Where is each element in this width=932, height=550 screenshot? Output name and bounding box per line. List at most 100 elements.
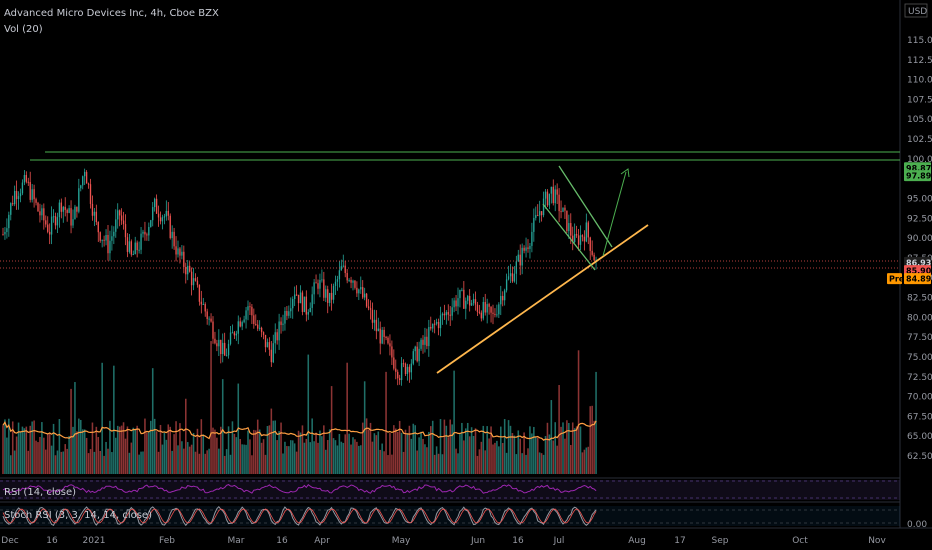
candle[interactable] bbox=[350, 276, 352, 289]
candle[interactable] bbox=[117, 203, 119, 229]
candle[interactable] bbox=[295, 285, 298, 296]
candle[interactable] bbox=[375, 310, 378, 340]
candle[interactable] bbox=[216, 339, 218, 352]
candle[interactable] bbox=[453, 297, 455, 313]
candle[interactable] bbox=[455, 295, 457, 311]
candle[interactable] bbox=[402, 359, 405, 368]
candle[interactable] bbox=[533, 208, 535, 242]
candle[interactable] bbox=[19, 188, 22, 203]
candle[interactable] bbox=[163, 213, 166, 225]
candle[interactable] bbox=[152, 202, 154, 227]
ascending-trendline[interactable] bbox=[436, 224, 649, 374]
candle[interactable] bbox=[579, 225, 582, 250]
candle[interactable] bbox=[309, 302, 311, 313]
candle[interactable] bbox=[410, 359, 413, 380]
candle[interactable] bbox=[470, 299, 473, 306]
candle[interactable] bbox=[575, 225, 578, 238]
rsi-pane[interactable] bbox=[0, 480, 900, 500]
candle[interactable] bbox=[389, 334, 391, 356]
candle[interactable] bbox=[568, 214, 570, 239]
candle[interactable] bbox=[142, 229, 144, 238]
candle[interactable] bbox=[340, 259, 343, 271]
candle[interactable] bbox=[21, 179, 24, 196]
candle[interactable] bbox=[247, 300, 249, 321]
candle[interactable] bbox=[397, 369, 399, 386]
candle[interactable] bbox=[60, 198, 63, 219]
candle[interactable] bbox=[437, 318, 440, 336]
candle[interactable] bbox=[441, 312, 444, 325]
candle[interactable] bbox=[538, 200, 541, 223]
candle[interactable] bbox=[369, 300, 372, 320]
candle[interactable] bbox=[150, 219, 152, 228]
candle[interactable] bbox=[196, 276, 199, 288]
candle[interactable] bbox=[587, 220, 589, 245]
candle[interactable] bbox=[179, 246, 181, 264]
candle[interactable] bbox=[31, 183, 33, 203]
candle[interactable] bbox=[317, 279, 319, 295]
candle[interactable] bbox=[430, 316, 432, 331]
candle[interactable] bbox=[262, 331, 265, 340]
candle[interactable] bbox=[406, 363, 409, 381]
candle[interactable] bbox=[103, 235, 105, 247]
candle[interactable] bbox=[367, 299, 370, 311]
candle[interactable] bbox=[573, 223, 576, 243]
candle[interactable] bbox=[293, 286, 296, 307]
candle[interactable] bbox=[286, 306, 288, 321]
candle[interactable] bbox=[52, 209, 55, 223]
candle[interactable] bbox=[360, 276, 362, 294]
candle[interactable] bbox=[513, 266, 516, 283]
candle[interactable] bbox=[301, 290, 304, 316]
candle[interactable] bbox=[255, 314, 257, 326]
candle[interactable] bbox=[439, 306, 442, 337]
candle[interactable] bbox=[15, 180, 18, 210]
candle[interactable] bbox=[544, 189, 547, 209]
candle[interactable] bbox=[134, 236, 136, 255]
candle[interactable] bbox=[498, 302, 500, 319]
candle[interactable] bbox=[327, 285, 329, 314]
candle[interactable] bbox=[527, 239, 529, 253]
candle[interactable] bbox=[249, 302, 251, 316]
candle[interactable] bbox=[268, 337, 271, 356]
channel-lower-line[interactable] bbox=[542, 203, 596, 271]
candle[interactable] bbox=[169, 213, 171, 240]
candle[interactable] bbox=[521, 243, 523, 275]
candle[interactable] bbox=[435, 318, 438, 326]
candle[interactable] bbox=[146, 232, 148, 241]
candle[interactable] bbox=[517, 249, 519, 263]
candle[interactable] bbox=[336, 275, 339, 291]
candle[interactable] bbox=[564, 204, 566, 220]
candle[interactable] bbox=[398, 374, 401, 385]
candle[interactable] bbox=[220, 339, 222, 364]
candle[interactable] bbox=[159, 211, 162, 225]
candle[interactable] bbox=[480, 310, 483, 322]
candle[interactable] bbox=[315, 274, 317, 284]
candle[interactable] bbox=[325, 285, 327, 303]
candle[interactable] bbox=[472, 293, 475, 306]
candle[interactable] bbox=[387, 336, 389, 345]
candle[interactable] bbox=[420, 337, 422, 351]
candle[interactable] bbox=[282, 314, 284, 332]
candle[interactable] bbox=[241, 320, 243, 331]
candle[interactable] bbox=[264, 334, 267, 353]
candle[interactable] bbox=[321, 269, 323, 283]
candle[interactable] bbox=[416, 341, 418, 363]
candle[interactable] bbox=[284, 307, 286, 331]
candle[interactable] bbox=[101, 239, 103, 248]
candle[interactable] bbox=[537, 204, 539, 217]
candle[interactable] bbox=[550, 186, 553, 204]
candle[interactable] bbox=[379, 321, 381, 355]
candle[interactable] bbox=[148, 222, 150, 242]
candle[interactable] bbox=[418, 341, 420, 366]
candle[interactable] bbox=[474, 291, 477, 311]
candle[interactable] bbox=[56, 212, 59, 233]
candle[interactable] bbox=[492, 304, 494, 325]
candle[interactable] bbox=[344, 260, 346, 278]
candle[interactable] bbox=[494, 308, 496, 318]
candle[interactable] bbox=[311, 286, 313, 316]
candle[interactable] bbox=[352, 279, 354, 291]
candle[interactable] bbox=[140, 226, 142, 255]
candle[interactable] bbox=[132, 250, 134, 256]
candle[interactable] bbox=[227, 339, 230, 359]
candle[interactable] bbox=[377, 317, 379, 332]
candle[interactable] bbox=[589, 236, 591, 260]
